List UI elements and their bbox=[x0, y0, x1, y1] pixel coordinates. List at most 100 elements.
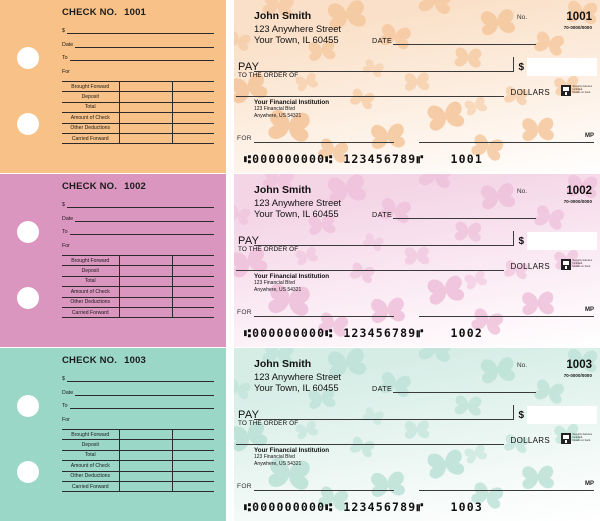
ledger-cell-dollars[interactable] bbox=[119, 132, 173, 145]
ledger-cell-cents[interactable] bbox=[172, 449, 214, 462]
butterfly-icon bbox=[346, 433, 378, 464]
ledger-cell-cents[interactable] bbox=[172, 286, 214, 298]
ledger-cell-dollars[interactable] bbox=[119, 480, 173, 493]
amount-box[interactable] bbox=[527, 58, 597, 76]
ledger-cell-cents[interactable] bbox=[172, 439, 214, 451]
payee-input-rule[interactable] bbox=[254, 245, 514, 246]
signature-rule[interactable] bbox=[419, 316, 594, 317]
memo-rule[interactable] bbox=[254, 316, 394, 317]
stub-for-field[interactable]: For bbox=[62, 68, 214, 75]
stub-amount-field[interactable]: $ bbox=[62, 27, 214, 34]
micr-routing: ⑆000000000⑆ bbox=[244, 326, 334, 340]
micr-serial: 1003 bbox=[450, 500, 484, 514]
ledger-cell-cents[interactable] bbox=[172, 80, 214, 93]
stub-date-rule[interactable] bbox=[75, 41, 214, 48]
ledger-cell-dollars[interactable] bbox=[119, 449, 173, 462]
amount-words-rule[interactable] bbox=[236, 270, 504, 271]
stub-date-field[interactable]: Date bbox=[62, 41, 214, 48]
table-row: Other Deductions bbox=[62, 470, 214, 482]
stub-to-field[interactable]: To bbox=[62, 54, 214, 61]
ledger-cell-dollars[interactable] bbox=[119, 470, 173, 482]
ledger-cell-cents[interactable] bbox=[172, 265, 214, 277]
ledger-cell-dollars[interactable] bbox=[119, 122, 173, 134]
stub-date-rule[interactable] bbox=[75, 389, 214, 396]
signature-rule[interactable] bbox=[419, 490, 594, 491]
stub-amount-rule[interactable] bbox=[66, 201, 214, 208]
ledger-cell-cents[interactable] bbox=[172, 101, 214, 114]
stub-for-label: For bbox=[62, 416, 70, 423]
ledger-cell-dollars[interactable] bbox=[119, 428, 173, 441]
ledger-cell-cents[interactable] bbox=[172, 428, 214, 441]
amount-words-rule[interactable] bbox=[236, 444, 504, 445]
butterfly-icon bbox=[403, 418, 432, 445]
date-field[interactable]: DATE bbox=[372, 210, 536, 219]
stub-to-field[interactable]: To bbox=[62, 402, 214, 409]
stub-to-rule[interactable] bbox=[69, 228, 214, 235]
register-stub-1001: CHECK NO. 1001 $ Date To For Brought Forward De… bbox=[0, 0, 226, 173]
ledger-cell-cents[interactable] bbox=[172, 306, 214, 319]
ledger-cell-cents[interactable] bbox=[172, 480, 214, 493]
stub-amount-rule[interactable] bbox=[66, 27, 214, 34]
signature-rule[interactable] bbox=[419, 142, 594, 143]
amount-words-rule[interactable] bbox=[236, 96, 504, 97]
stub-to-field[interactable]: To bbox=[62, 228, 214, 235]
ledger-cell-dollars[interactable] bbox=[119, 254, 173, 267]
butterfly-icon bbox=[563, 348, 600, 379]
ledger-cell-dollars[interactable] bbox=[119, 112, 173, 124]
amount-box[interactable] bbox=[527, 406, 597, 424]
ledger-cell-dollars[interactable] bbox=[119, 296, 173, 308]
butterfly-icon bbox=[477, 179, 518, 218]
ledger-cell-cents[interactable] bbox=[172, 470, 214, 482]
date-rule[interactable] bbox=[393, 210, 536, 219]
stub-date-rule[interactable] bbox=[75, 215, 214, 222]
butterfly-icon bbox=[403, 70, 432, 97]
ledger-cell-dollars[interactable] bbox=[119, 101, 173, 114]
memo-rule[interactable] bbox=[254, 142, 394, 143]
pay-to-order-label: TO THE ORDER OF bbox=[238, 72, 299, 79]
ledger-cell-dollars[interactable] bbox=[119, 460, 173, 472]
stub-for-field[interactable]: For bbox=[62, 242, 214, 249]
ledger-cell-dollars[interactable] bbox=[119, 80, 173, 93]
payee-input-rule[interactable] bbox=[254, 419, 514, 420]
ledger-cell-cents[interactable] bbox=[172, 275, 214, 288]
date-rule[interactable] bbox=[393, 384, 536, 393]
date-rule[interactable] bbox=[393, 36, 536, 45]
punch-hole bbox=[17, 461, 39, 483]
ledger-cell-dollars[interactable] bbox=[119, 91, 173, 103]
ledger-row-label: Total bbox=[62, 101, 120, 114]
ledger-cell-dollars[interactable] bbox=[119, 439, 173, 451]
ledger-cell-cents[interactable] bbox=[172, 91, 214, 103]
stub-date-field[interactable]: Date bbox=[62, 389, 214, 396]
ledger-cell-cents[interactable] bbox=[172, 296, 214, 308]
amount-box[interactable] bbox=[527, 232, 597, 250]
payer-name: John Smith bbox=[254, 10, 312, 22]
ledger-cell-dollars[interactable] bbox=[119, 286, 173, 298]
payer-address-line1: 123 Anywhere Street bbox=[254, 370, 342, 382]
ledger-cell-dollars[interactable] bbox=[119, 275, 173, 288]
ledger-cell-cents[interactable] bbox=[172, 132, 214, 145]
stub-to-rule[interactable] bbox=[69, 402, 214, 409]
ledger-cell-dollars[interactable] bbox=[119, 306, 173, 319]
date-field[interactable]: DATE bbox=[372, 36, 536, 45]
ledger-cell-dollars[interactable] bbox=[119, 265, 173, 277]
security-seal: Security features included. Details on bac… bbox=[560, 259, 592, 270]
ledger-cell-cents[interactable] bbox=[172, 122, 214, 134]
stub-amount-field[interactable]: $ bbox=[62, 375, 214, 382]
butterfly-icon bbox=[305, 385, 338, 416]
stub-to-rule[interactable] bbox=[69, 54, 214, 61]
ledger-cell-cents[interactable] bbox=[172, 112, 214, 124]
stub-amount-rule[interactable] bbox=[66, 375, 214, 382]
stub-ledger-table: Brought Forward Deposit Total Amount of Che… bbox=[62, 80, 214, 145]
butterfly-icon bbox=[359, 56, 387, 83]
ledger-row-label: Carried Forward bbox=[62, 480, 120, 493]
date-field[interactable]: DATE bbox=[372, 384, 536, 393]
ledger-cell-cents[interactable] bbox=[172, 254, 214, 267]
stub-amount-field[interactable]: $ bbox=[62, 201, 214, 208]
memo-rule[interactable] bbox=[254, 490, 394, 491]
payer-block: John Smith 123 Anywhere Street Your Town, … bbox=[254, 10, 341, 46]
ledger-cell-cents[interactable] bbox=[172, 460, 214, 472]
stub-date-field[interactable]: Date bbox=[62, 215, 214, 222]
stub-for-field[interactable]: For bbox=[62, 416, 214, 423]
butterfly-icon bbox=[305, 211, 338, 242]
payee-input-rule[interactable] bbox=[254, 71, 514, 72]
